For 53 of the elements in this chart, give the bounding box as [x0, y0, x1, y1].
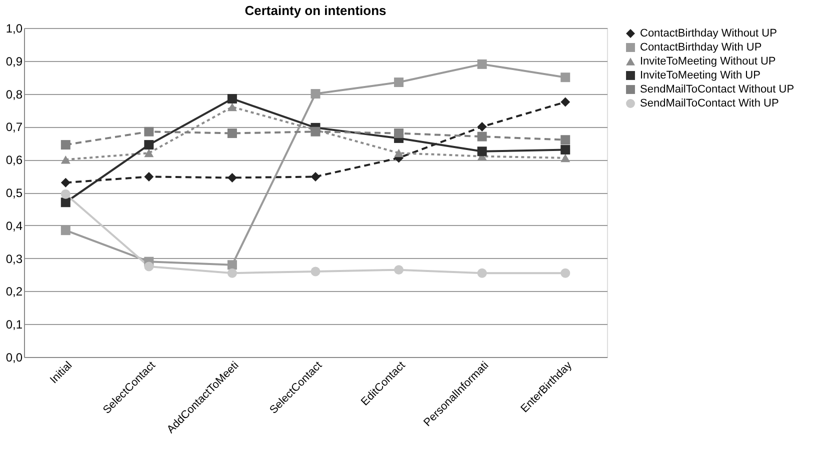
y-tick-label: 0,7	[6, 120, 23, 134]
legend-label: InviteToMeeting With UP	[640, 70, 760, 82]
y-tick-label: 0,3	[6, 252, 23, 266]
y-tick-label: 0,1	[6, 318, 23, 332]
point	[560, 135, 570, 145]
legend-label: SendMailToContact With UP	[640, 98, 779, 110]
point	[560, 97, 570, 107]
point	[477, 122, 487, 132]
point	[60, 178, 70, 188]
legend-label: SendMailToContact Without UP	[640, 84, 794, 96]
y-tick-label: 0,4	[6, 218, 23, 233]
point	[60, 198, 70, 208]
point	[560, 268, 570, 278]
y-tick-label: 0,2	[6, 284, 23, 299]
point	[60, 155, 70, 164]
point	[394, 78, 404, 88]
y-tick-label: 0,9	[6, 54, 23, 68]
point	[227, 268, 237, 278]
y-tick-label: 1,0	[6, 22, 23, 36]
legend-label: InviteToMeeting Without UP	[640, 56, 776, 68]
point	[310, 89, 320, 99]
point	[144, 126, 154, 136]
point	[144, 140, 154, 150]
point	[60, 226, 70, 236]
point	[560, 154, 570, 162]
point	[477, 132, 487, 142]
point	[144, 172, 154, 182]
point	[227, 260, 237, 270]
point	[394, 265, 404, 275]
point	[60, 189, 70, 199]
point	[227, 172, 237, 182]
point	[477, 146, 487, 156]
point	[477, 268, 487, 278]
point	[144, 262, 154, 272]
chart-title: Certainty on intentions	[244, 3, 386, 18]
point	[227, 94, 237, 104]
point	[227, 102, 237, 112]
y-tick-label: 0,5	[6, 186, 23, 200]
y-tick-label: 0,8	[6, 87, 23, 102]
point	[227, 128, 237, 138]
point	[394, 148, 404, 158]
point	[477, 59, 487, 69]
legend-label: ContactBirthday Without UP	[640, 28, 777, 40]
y-tick-label: 0,0	[6, 350, 23, 364]
y-tick-label: 0,6	[6, 153, 23, 168]
point	[310, 172, 320, 182]
point	[560, 144, 570, 154]
point	[310, 266, 320, 276]
point	[560, 72, 570, 82]
point	[144, 148, 154, 158]
point	[394, 128, 404, 138]
point	[60, 140, 70, 150]
legend-label: ContactBirthday With UP	[640, 42, 762, 54]
